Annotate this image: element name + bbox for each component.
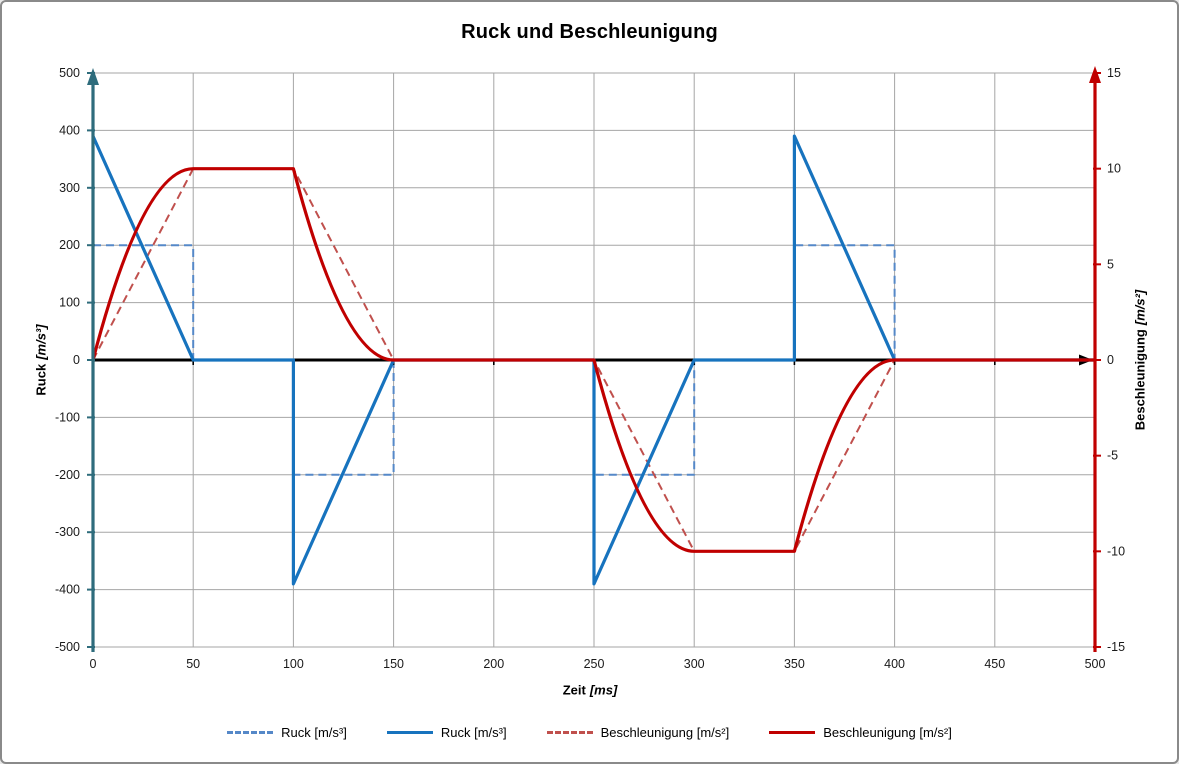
y-left-axis-title-unit: [m/s³]: [33, 324, 49, 360]
legend-item-ruck-solid: Ruck [m/s³]: [386, 724, 507, 740]
x-tick-label: 400: [884, 657, 905, 671]
x-tick-label: 50: [186, 657, 200, 671]
y-left-tick-label: -200: [55, 468, 80, 482]
y-right-tick-label: 0: [1107, 353, 1114, 367]
y-left-tick-label: -400: [55, 583, 80, 597]
y-left-tick-label: 200: [59, 238, 80, 252]
y-right-axis-arrowhead-icon: [1089, 66, 1101, 83]
x-tick-label: 200: [483, 657, 504, 671]
legend-label: Beschleunigung [m/s²]: [823, 724, 952, 740]
y-right-tick-label: -10: [1107, 544, 1125, 558]
legend-line-sample-dashed-blue-icon: [227, 730, 274, 734]
series-line-beschleunigung-solid: [91, 167, 1095, 553]
y-right-axis-title-unit: [m/s²]: [1132, 289, 1148, 326]
y-left-axis-title-name: Ruck: [33, 363, 49, 396]
y-right-tick-label: 5: [1107, 257, 1114, 271]
y-left-tick-label: 400: [59, 123, 80, 137]
x-tick-label: 350: [784, 657, 805, 671]
y-right-axis-title-name: Beschleunigung: [1132, 329, 1148, 431]
x-tick-label: 150: [383, 657, 404, 671]
legend-line-sample-solid-red-icon: [769, 730, 816, 734]
y-right-tick-label: 15: [1107, 66, 1121, 80]
x-tick-label: 100: [283, 657, 304, 671]
y-left-tick-label: -100: [55, 410, 80, 424]
x-tick-label: 250: [584, 657, 605, 671]
legend-label: Ruck [m/s³]: [281, 724, 347, 740]
y-right-tick-label: 10: [1107, 162, 1121, 176]
y-left-axis-title: Ruck [m/s³]: [34, 324, 49, 395]
legend: Ruck [m/s³] Ruck [m/s³] Beschleunigung […: [2, 718, 1177, 746]
series-line-ruck-solid: [91, 134, 1095, 586]
x-axis-title-unit: [ms]: [589, 682, 618, 698]
legend-label: Ruck [m/s³]: [440, 724, 507, 740]
y-right-tick-label: -15: [1107, 640, 1125, 654]
y-left-tick-label: -300: [55, 525, 80, 539]
x-axis-title: Zeit [ms]: [563, 683, 618, 698]
y-left-tick-label: -500: [55, 640, 80, 654]
legend-item-beschleunigung-dashed: Beschleunigung [m/s²]: [546, 724, 730, 740]
y-left-tick-label: 300: [59, 181, 80, 195]
legend-label: Beschleunigung [m/s²]: [600, 724, 730, 740]
y-right-axis-title: Beschleunigung [m/s²]: [1133, 290, 1148, 431]
x-tick-label: 300: [684, 657, 705, 671]
legend-item-ruck-dashed: Ruck [m/s³]: [227, 725, 347, 740]
x-tick-label: 0: [90, 657, 97, 671]
y-left-tick-label: 0: [73, 353, 80, 367]
y-left-tick-label: 100: [59, 296, 80, 310]
y-right-tick-label: -5: [1107, 449, 1118, 463]
legend-item-beschleunigung-solid: Beschleunigung [m/s²]: [769, 725, 952, 740]
y-left-tick-label: 500: [59, 66, 80, 80]
legend-line-sample-dashed-red-icon: [546, 730, 593, 734]
x-tick-label: 450: [984, 657, 1005, 671]
y-left-axis-arrowhead-icon: [87, 68, 99, 85]
legend-line-sample-solid-blue-icon: [386, 730, 433, 734]
x-tick-label: 500: [1085, 657, 1106, 671]
chart-title: Ruck und Beschleunigung: [461, 21, 718, 43]
x-axis-title-name: Zeit: [562, 682, 586, 698]
